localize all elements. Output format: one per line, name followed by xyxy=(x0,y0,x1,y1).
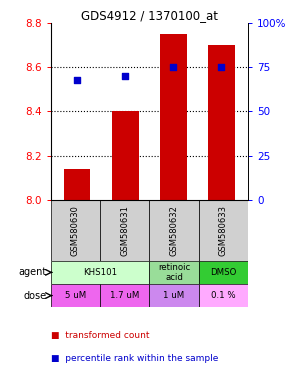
Bar xyxy=(199,284,248,307)
Text: GSM580633: GSM580633 xyxy=(219,205,228,256)
Text: KHS101: KHS101 xyxy=(83,268,117,277)
Point xyxy=(219,64,224,70)
Bar xyxy=(51,284,100,307)
Bar xyxy=(160,34,187,200)
Text: 0.1 %: 0.1 % xyxy=(211,291,235,300)
Text: DMSO: DMSO xyxy=(210,268,236,277)
Bar xyxy=(199,261,248,284)
Text: GSM580632: GSM580632 xyxy=(169,205,179,256)
Bar xyxy=(112,111,139,200)
Text: 5 uM: 5 uM xyxy=(65,291,86,300)
Bar xyxy=(64,169,90,200)
Text: GSM580630: GSM580630 xyxy=(71,205,80,256)
Bar xyxy=(199,200,248,261)
Bar xyxy=(100,200,149,261)
Bar xyxy=(100,284,149,307)
Bar xyxy=(149,200,199,261)
Text: 1.7 uM: 1.7 uM xyxy=(110,291,139,300)
Text: agent: agent xyxy=(19,267,47,277)
Text: ■  transformed count: ■ transformed count xyxy=(51,331,149,340)
Point xyxy=(171,64,176,70)
Bar xyxy=(51,200,100,261)
Bar xyxy=(51,261,149,284)
Text: retinoic
acid: retinoic acid xyxy=(158,263,190,282)
Bar xyxy=(149,261,199,284)
Bar xyxy=(208,45,235,200)
Text: 1 uM: 1 uM xyxy=(163,291,185,300)
Text: GSM580631: GSM580631 xyxy=(120,205,129,256)
Point xyxy=(123,73,128,79)
Bar xyxy=(149,284,199,307)
Text: ■  percentile rank within the sample: ■ percentile rank within the sample xyxy=(51,354,218,363)
Point xyxy=(75,76,79,83)
Title: GDS4912 / 1370100_at: GDS4912 / 1370100_at xyxy=(81,9,218,22)
Text: dose: dose xyxy=(24,291,47,301)
